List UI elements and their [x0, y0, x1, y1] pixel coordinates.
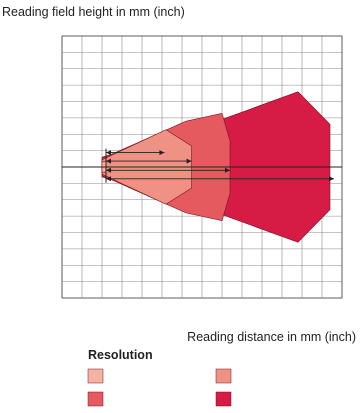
range-arrow-start-c	[106, 167, 111, 173]
legend-swatch-a	[87, 368, 104, 384]
axes	[61, 35, 343, 299]
range-markers	[105, 148, 334, 183]
range-arrow-start-b	[106, 158, 111, 164]
legend	[87, 368, 232, 407]
legend-swatch-c	[87, 391, 104, 407]
range-arrow-end-c	[225, 167, 230, 173]
range-arrow-start-d	[106, 176, 111, 182]
range-arrow-end-a	[159, 150, 165, 156]
legend-swatch-b	[215, 368, 232, 384]
range-arrow-end-b	[186, 158, 192, 164]
y-axis-label: Reading field height in mm (inch)	[2, 5, 185, 19]
range-arrow-start-a	[106, 150, 111, 156]
legend-title: Resolution	[88, 348, 153, 362]
legend-swatch-d	[215, 391, 232, 407]
x-axis-label: Reading distance in mm (inch)	[187, 330, 356, 344]
range-arrow-end-d	[329, 176, 334, 182]
